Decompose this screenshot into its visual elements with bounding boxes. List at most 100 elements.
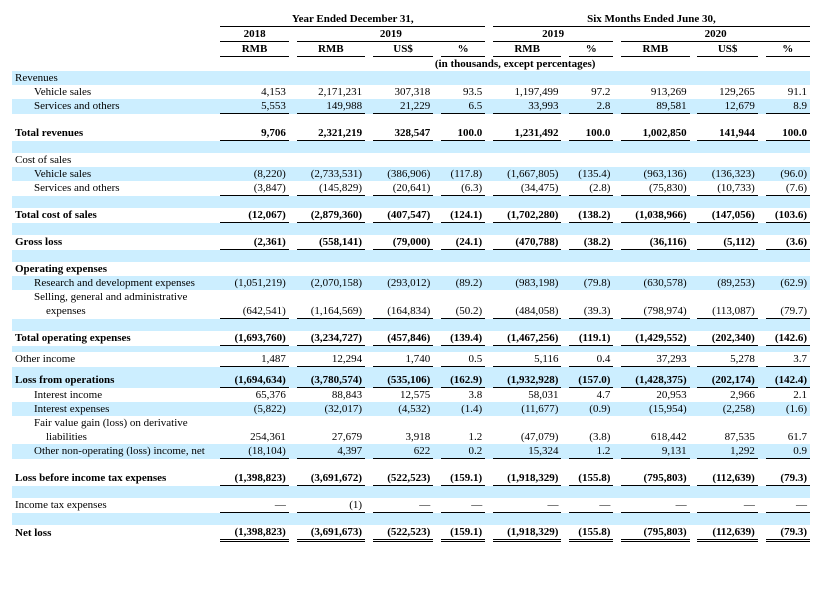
cell: —: [697, 498, 757, 513]
cell: 9,131: [621, 444, 690, 459]
row-other-nonop: Other non-operating (loss) income, net (…: [12, 444, 810, 459]
cell: 1,002,850: [621, 126, 690, 141]
cell: (135.4): [569, 167, 613, 181]
cell: (2,070,158): [297, 276, 366, 290]
cell: (2,258): [697, 402, 757, 416]
cell: (62.9): [766, 276, 810, 290]
row-fv-line1: Fair value gain (loss) on derivative: [12, 416, 810, 430]
lbl-fv-2: liabilities: [12, 430, 220, 444]
cell: (112,639): [697, 525, 757, 541]
cell: (32,017): [297, 402, 366, 416]
row-interest-income: Interest income 65,376 88,843 12,575 3.8…: [12, 388, 810, 403]
lbl-rd: Research and development expenses: [12, 276, 220, 290]
cell: 1.2: [569, 444, 613, 459]
cell: (142.4): [766, 373, 810, 388]
cell: 12,294: [297, 352, 366, 367]
hdr-rmb-3: RMB: [493, 42, 562, 57]
cell: 5,278: [697, 352, 757, 367]
row-sga-line1: Selling, general and administrative: [12, 290, 810, 304]
hdr-usd-2: US$: [697, 42, 757, 57]
cell: (38.2): [569, 235, 613, 250]
cell: 1,197,499: [493, 85, 562, 99]
cell: 2.1: [766, 388, 810, 403]
cell: 15,324: [493, 444, 562, 459]
cell: 2,966: [697, 388, 757, 403]
cell: (386,906): [373, 167, 433, 181]
financial-table: Year Ended December 31, Six Months Ended…: [12, 12, 810, 542]
cell: 307,318: [373, 85, 433, 99]
cell: (798,974): [621, 304, 690, 319]
cell: 65,376: [220, 388, 289, 403]
cell: 618,442: [621, 430, 690, 444]
cell: (1,702,280): [493, 208, 562, 223]
row-cos-services: Services and others (3,847) (145,829) (2…: [12, 181, 810, 196]
cell: (1): [297, 498, 366, 513]
cell: (8,220): [220, 167, 289, 181]
cell: (117.8): [441, 167, 485, 181]
cell: (47,079): [493, 430, 562, 444]
cell: (155.8): [569, 471, 613, 486]
cell: 0.4: [569, 352, 613, 367]
cell: 97.2: [569, 85, 613, 99]
cell: (50.2): [441, 304, 485, 319]
lbl-total-opex: Total operating expenses: [12, 331, 220, 346]
lbl-cos-vehicle: Vehicle sales: [12, 167, 220, 181]
cell: (124.1): [441, 208, 485, 223]
cell: (1.4): [441, 402, 485, 416]
lbl-tax: Income tax expenses: [12, 498, 220, 513]
cell: (119.1): [569, 331, 613, 346]
cell: 1.2: [441, 430, 485, 444]
hdr-usd-1: US$: [373, 42, 433, 57]
lbl-sga-1: Selling, general and administrative: [12, 290, 220, 304]
cell: (145,829): [297, 181, 366, 196]
lbl-sga-2: expenses: [12, 304, 220, 319]
row-other-income: Other income 1,487 12,294 1,740 0.5 5,11…: [12, 352, 810, 367]
hdr-pct-1: %: [441, 42, 485, 57]
hdr-2019a: 2019: [297, 27, 486, 42]
lbl-gross-loss: Gross loss: [12, 235, 220, 250]
cell: (75,830): [621, 181, 690, 196]
hdr-note: (in thousands, except percentages): [220, 57, 810, 72]
cell: 4,397: [297, 444, 366, 459]
cell: 5,116: [493, 352, 562, 367]
cell: (484,058): [493, 304, 562, 319]
cell: (3.8): [569, 430, 613, 444]
cell: (162.9): [441, 373, 485, 388]
cell: 27,679: [297, 430, 366, 444]
cell: (20,641): [373, 181, 433, 196]
cell: (407,547): [373, 208, 433, 223]
row-services: Services and others 5,553 149,988 21,229…: [12, 99, 810, 114]
cell: 1,231,492: [493, 126, 562, 141]
hdr-2018: 2018: [220, 27, 289, 42]
cell: (79.3): [766, 471, 810, 486]
cell: (1,398,823): [220, 525, 289, 541]
cell: 93.5: [441, 85, 485, 99]
cell: 58,031: [493, 388, 562, 403]
cell: 20,953: [621, 388, 690, 403]
cell: 0.2: [441, 444, 485, 459]
cell: (642,541): [220, 304, 289, 319]
cell: (2.8): [569, 181, 613, 196]
row-revenues-header: Revenues: [12, 71, 810, 85]
cell: (1,164,569): [297, 304, 366, 319]
cell: (12,067): [220, 208, 289, 223]
lbl-total-revenues: Total revenues: [12, 126, 220, 141]
cell: (2,733,531): [297, 167, 366, 181]
cell: 0.5: [441, 352, 485, 367]
cell: —: [493, 498, 562, 513]
row-opex-header: Operating expenses: [12, 262, 810, 276]
cell: (79,000): [373, 235, 433, 250]
cell: (1,467,256): [493, 331, 562, 346]
header-unit-row: RMB RMB US$ % RMB % RMB US$ %: [12, 42, 810, 57]
hdr-rmb-1: RMB: [220, 42, 289, 57]
cell: 2,171,231: [297, 85, 366, 99]
cell: (79.8): [569, 276, 613, 290]
cell: (457,846): [373, 331, 433, 346]
hdr-rmb-4: RMB: [621, 42, 690, 57]
hdr-2020: 2020: [621, 27, 810, 42]
cell: (4,532): [373, 402, 433, 416]
cell: 3.7: [766, 352, 810, 367]
cell: (3,780,574): [297, 373, 366, 388]
cell: (79.7): [766, 304, 810, 319]
hdr-six-months: Six Months Ended June 30,: [493, 12, 810, 27]
